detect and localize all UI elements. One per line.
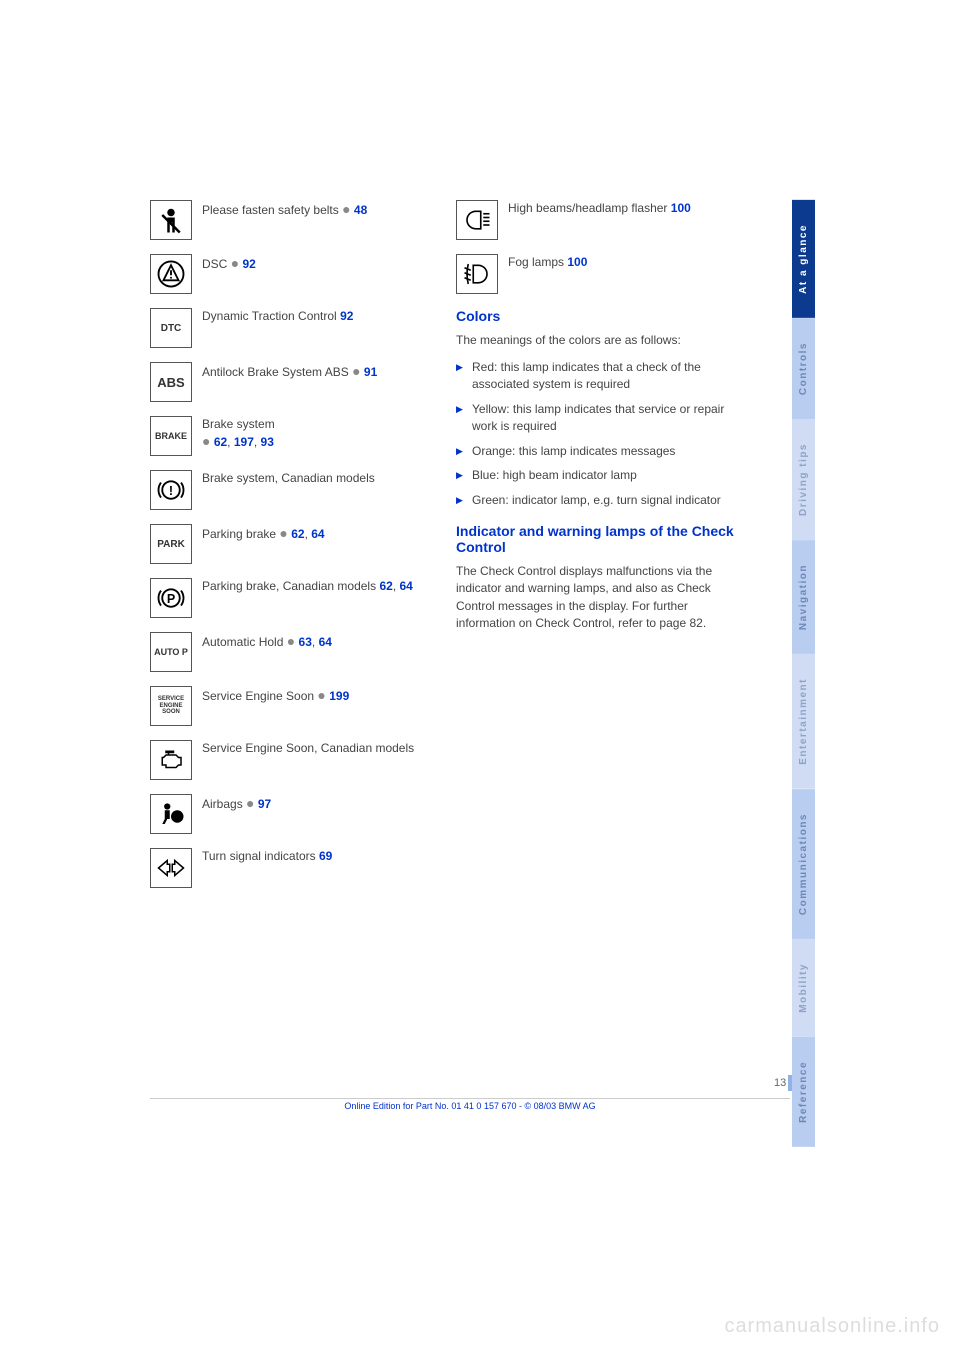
turn-icon <box>150 848 192 888</box>
list-item: Red: this lamp indicates that a check of… <box>456 359 750 393</box>
item-brake-ca: ! Brake system, Canadian models <box>150 470 432 510</box>
item-brake: BRAKE Brake system ● 62, 197, 93 <box>150 416 432 456</box>
tab-controls[interactable]: Controls <box>792 318 815 419</box>
triangle-excl-icon <box>150 254 192 294</box>
item-fog: Fog lamps 100 <box>456 254 750 294</box>
colors-list: Red: this lamp indicates that a check of… <box>456 359 750 509</box>
item-engine-ca: Service Engine Soon, Canadian models <box>150 740 432 780</box>
svg-text:!: ! <box>169 484 173 498</box>
page-bar <box>788 1075 792 1091</box>
item-label: Turn signal indicators 69 <box>202 848 332 864</box>
item-seatbelt: Please fasten safety belts ● 48 <box>150 200 432 240</box>
check-control-heading: Indicator and warning lamps of the Check… <box>456 523 750 555</box>
tab-at-a-glance[interactable]: At a glance <box>792 200 815 318</box>
item-label: Brake system, Canadian models <box>202 470 375 486</box>
item-abs: ABS Antilock Brake System ABS ● 91 <box>150 362 432 402</box>
item-label: Airbags ● 97 <box>202 794 271 813</box>
item-label: Please fasten safety belts ● 48 <box>202 200 367 219</box>
item-label: Fog lamps 100 <box>508 254 587 270</box>
tab-entertainment[interactable]: Entertainment <box>792 654 815 789</box>
list-item: Yellow: this lamp indicates that service… <box>456 401 750 435</box>
seatbelt-icon <box>150 200 192 240</box>
list-item: Blue: high beam indicator lamp <box>456 467 750 484</box>
item-highbeam: High beams/headlamp flasher 100 <box>456 200 750 240</box>
item-label: Automatic Hold ● 63, 64 <box>202 632 332 651</box>
item-turn: Turn signal indicators 69 <box>150 848 432 888</box>
engine-icon <box>150 740 192 780</box>
side-tabs: At a glance Controls Driving tips Naviga… <box>792 200 820 1147</box>
pcircle-icon: P <box>150 578 192 618</box>
tab-mobility[interactable]: Mobility <box>792 939 815 1037</box>
colors-heading: Colors <box>456 308 750 324</box>
check-control-body: The Check Control displays malfunctions … <box>456 563 750 633</box>
footer-text: Online Edition for Part No. 01 41 0 157 … <box>150 1098 790 1111</box>
item-label: Service Engine Soon ● 199 <box>202 686 349 705</box>
dtc-icon: DTC <box>150 308 192 348</box>
brake-icon: BRAKE <box>150 416 192 456</box>
watermark: carmanualsonline.info <box>724 1315 940 1338</box>
item-label: Parking brake ● 62, 64 <box>202 524 325 543</box>
item-label: DSC ● 92 <box>202 254 256 273</box>
tab-driving-tips[interactable]: Driving tips <box>792 419 815 540</box>
item-dtc: DTC Dynamic Traction Control 92 <box>150 308 432 348</box>
item-label: High beams/headlamp flasher 100 <box>508 200 691 216</box>
item-label: Dynamic Traction Control 92 <box>202 308 353 324</box>
brakecircle-icon: ! <box>150 470 192 510</box>
item-park-ca: P Parking brake, Canadian models 62, 64 <box>150 578 432 618</box>
item-autop: AUTO P Automatic Hold ● 63, 64 <box>150 632 432 672</box>
abs-icon: ABS <box>150 362 192 402</box>
item-park: PARK Parking brake ● 62, 64 <box>150 524 432 564</box>
item-airbag: Airbags ● 97 <box>150 794 432 834</box>
tab-navigation[interactable]: Navigation <box>792 540 815 654</box>
tab-communications[interactable]: Communications <box>792 789 815 939</box>
left-column: Please fasten safety belts ● 48 DSC ● 92… <box>150 200 450 902</box>
service-engine-icon: SERVICEENGINESOON <box>150 686 192 726</box>
tab-reference[interactable]: Reference <box>792 1037 815 1147</box>
item-label: Service Engine Soon, Canadian models <box>202 740 414 756</box>
fog-icon <box>456 254 498 294</box>
item-label: Brake system ● 62, 197, 93 <box>202 416 275 451</box>
airbag-icon <box>150 794 192 834</box>
svg-text:P: P <box>167 592 175 606</box>
autop-icon: AUTO P <box>150 632 192 672</box>
park-icon: PARK <box>150 524 192 564</box>
highbeam-icon <box>456 200 498 240</box>
item-dsc: DSC ● 92 <box>150 254 432 294</box>
list-item: Orange: this lamp indicates messages <box>456 443 750 460</box>
item-service-engine: SERVICEENGINESOON Service Engine Soon ● … <box>150 686 432 726</box>
item-label: Parking brake, Canadian models 62, 64 <box>202 578 413 594</box>
page-number: 13 <box>774 1075 786 1091</box>
colors-intro: The meanings of the colors are as follow… <box>456 332 750 349</box>
item-label: Antilock Brake System ABS ● 91 <box>202 362 377 381</box>
list-item: Green: indicator lamp, e.g. turn signal … <box>456 492 750 509</box>
right-column: High beams/headlamp flasher 100 Fog lamp… <box>450 200 750 902</box>
